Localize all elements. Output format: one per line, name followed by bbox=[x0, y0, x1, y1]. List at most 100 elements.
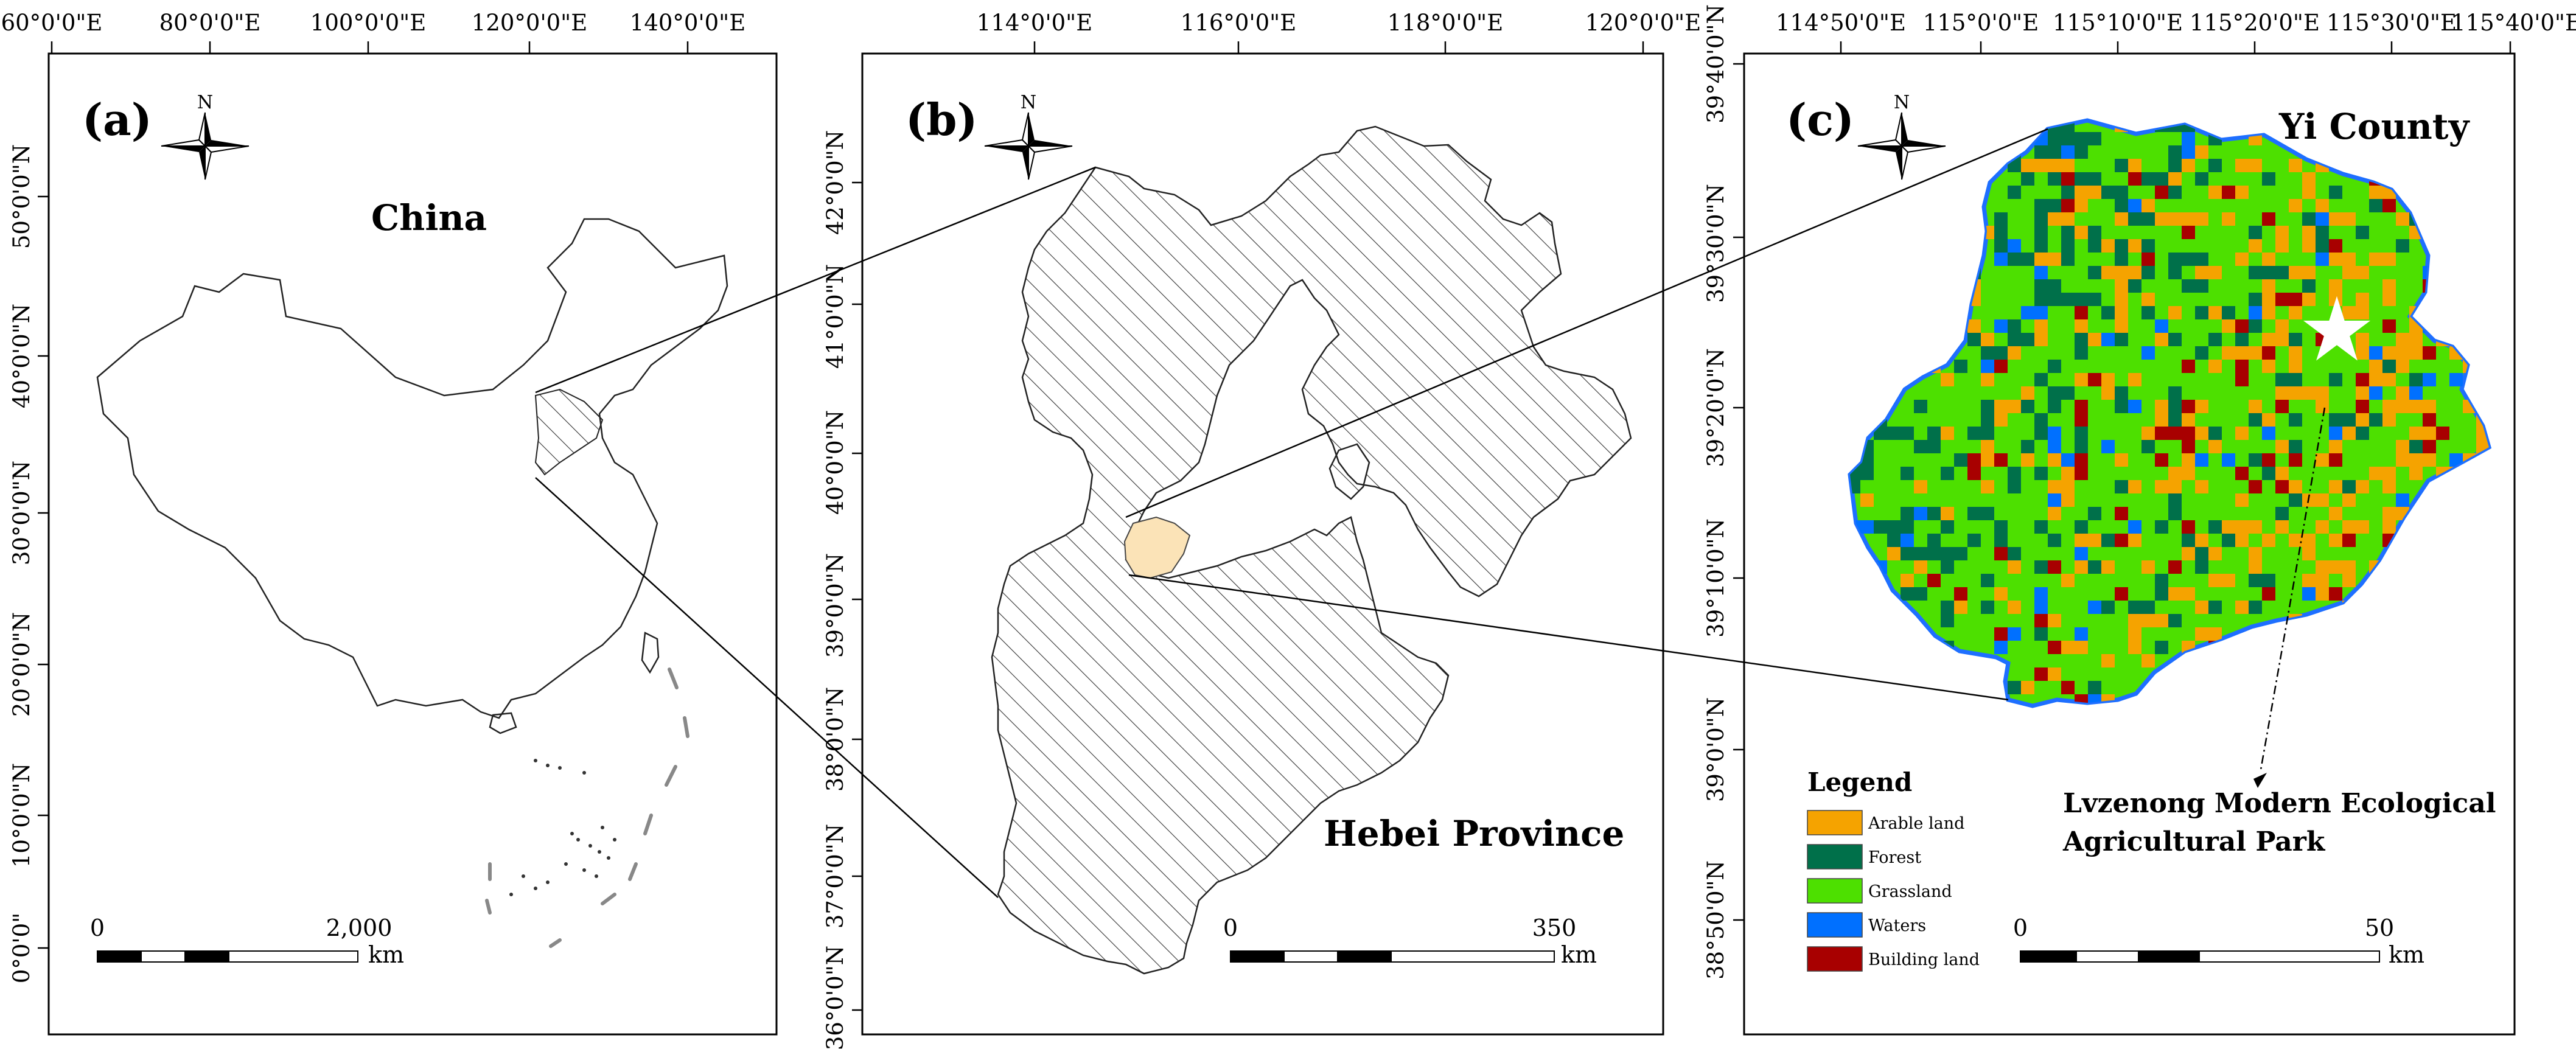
landuse-cell bbox=[2342, 212, 2356, 226]
landuse-cell bbox=[2075, 293, 2088, 306]
landuse-cell bbox=[2423, 614, 2436, 627]
landuse-cell bbox=[2061, 641, 2075, 654]
landuse-cell bbox=[2021, 306, 2034, 319]
panel-c-left-tick: 39°40'0"N bbox=[1703, 4, 1729, 124]
landuse-cell bbox=[2075, 427, 2088, 440]
landuse-cell bbox=[2316, 654, 2329, 667]
landuse-cell bbox=[2208, 520, 2222, 534]
landuse-cell bbox=[2061, 574, 2075, 587]
landuse-cell bbox=[2008, 681, 2021, 694]
landuse-cell bbox=[2356, 306, 2369, 319]
landuse-cell bbox=[1874, 654, 1887, 667]
landuse-cell bbox=[2155, 708, 2168, 721]
landuse-cell bbox=[2061, 293, 2075, 306]
landuse-cell bbox=[2356, 386, 2369, 400]
landuse-cell bbox=[2061, 145, 2075, 159]
landuse-cell bbox=[2128, 159, 2141, 172]
landuse-cell bbox=[2048, 440, 2061, 453]
legend-swatch-arable bbox=[1807, 810, 1863, 835]
landuse-cell bbox=[2208, 667, 2222, 681]
landuse-cell bbox=[2369, 253, 2382, 266]
landuse-cell bbox=[2075, 453, 2088, 467]
landuse-cell bbox=[2436, 319, 2449, 333]
landuse-cell bbox=[2463, 560, 2476, 574]
landuse-cell bbox=[2195, 400, 2208, 413]
yi-county-title: Yi County bbox=[2278, 106, 2471, 147]
landuse-cell bbox=[2168, 587, 2182, 601]
landuse-cell bbox=[2382, 413, 2396, 427]
landuse-cell bbox=[2008, 601, 2021, 614]
landuse-cell bbox=[1941, 667, 1954, 681]
landuse-cell bbox=[1941, 239, 1954, 253]
landuse-cell bbox=[1901, 587, 1914, 601]
landuse-cell bbox=[2168, 493, 2182, 507]
landuse-cell bbox=[2449, 199, 2463, 212]
landuse-cell bbox=[2088, 507, 2101, 520]
landuse-cell bbox=[2436, 279, 2449, 293]
yi-county-landuse-map bbox=[1848, 118, 2503, 721]
landuse-cell bbox=[2048, 386, 2061, 400]
landuse-cell bbox=[2329, 627, 2342, 641]
panel-b-top-tick: 118°0'0"E bbox=[1387, 10, 1503, 36]
landuse-cell bbox=[1954, 453, 1967, 467]
panel-a-left-tick: 40°0'0"N bbox=[9, 304, 35, 408]
landuse-cell bbox=[2195, 560, 2208, 574]
svg-text:0: 0 bbox=[1223, 915, 1238, 941]
landuse-cell bbox=[2168, 186, 2182, 199]
landuse-cell bbox=[2396, 346, 2409, 360]
landuse-cell bbox=[2075, 172, 2088, 186]
landuse-cell bbox=[2356, 520, 2369, 534]
landuse-cell bbox=[2490, 547, 2503, 560]
landuse-cell bbox=[2128, 641, 2141, 654]
landuse-cell bbox=[2075, 373, 2088, 386]
landuse-cell bbox=[1850, 253, 1860, 266]
landuse-cell bbox=[2289, 627, 2302, 641]
landuse-cell bbox=[1860, 253, 1874, 266]
landuse-cell bbox=[2155, 319, 2168, 333]
landuse-cell bbox=[2382, 346, 2396, 360]
china-title: China bbox=[371, 197, 487, 239]
landuse-cell bbox=[2195, 145, 2208, 159]
landuse-cell bbox=[2168, 427, 2182, 440]
landuse-cell bbox=[2088, 694, 2101, 706]
landuse-cell bbox=[2436, 293, 2449, 306]
landuse-cell bbox=[2436, 480, 2449, 493]
landuse-cell bbox=[2075, 534, 2088, 547]
landuse-cell bbox=[2490, 453, 2503, 467]
landuse-cell bbox=[2249, 159, 2262, 172]
landuse-cell bbox=[2396, 627, 2409, 641]
landuse-cell bbox=[2235, 373, 2249, 386]
landuse-cell bbox=[2449, 627, 2463, 641]
landuse-cell bbox=[1994, 520, 2008, 534]
landuse-cell bbox=[2249, 681, 2262, 694]
landuse-cell bbox=[2423, 159, 2436, 172]
landuse-cell bbox=[2409, 627, 2423, 641]
landuse-cell bbox=[2356, 627, 2369, 641]
landuse-cell bbox=[2155, 120, 2168, 132]
landuse-cell bbox=[2008, 346, 2021, 360]
landuse-cell bbox=[2155, 574, 2168, 587]
landuse-cell bbox=[2423, 427, 2436, 440]
nine-dash-line bbox=[485, 667, 689, 948]
panel-c-top-tick: 115°20'0"E bbox=[2190, 10, 2320, 36]
landuse-cell bbox=[2048, 667, 2061, 681]
landuse-cell bbox=[1874, 386, 1887, 400]
panel-b-top-tick: 116°0'0"E bbox=[1181, 10, 1296, 36]
landuse-cell bbox=[1914, 172, 1927, 186]
landuse-cell bbox=[2182, 226, 2195, 239]
landuse-cell bbox=[1941, 172, 1954, 186]
landuse-cell bbox=[2289, 306, 2302, 319]
landuse-cell bbox=[2316, 386, 2329, 400]
landuse-cell bbox=[2463, 159, 2476, 172]
svg-text:2,000: 2,000 bbox=[326, 915, 393, 941]
landuse-cell bbox=[1901, 360, 1914, 373]
landuse-cell bbox=[2088, 333, 2101, 346]
landuse-cell bbox=[1901, 467, 1914, 480]
landuse-cell bbox=[2463, 333, 2476, 346]
landuse-cell bbox=[2021, 708, 2034, 721]
landuse-cell bbox=[2115, 239, 2128, 253]
landuse-cell bbox=[2075, 440, 2088, 453]
landuse-cell bbox=[2061, 708, 2075, 721]
landuse-cell bbox=[2382, 507, 2396, 520]
